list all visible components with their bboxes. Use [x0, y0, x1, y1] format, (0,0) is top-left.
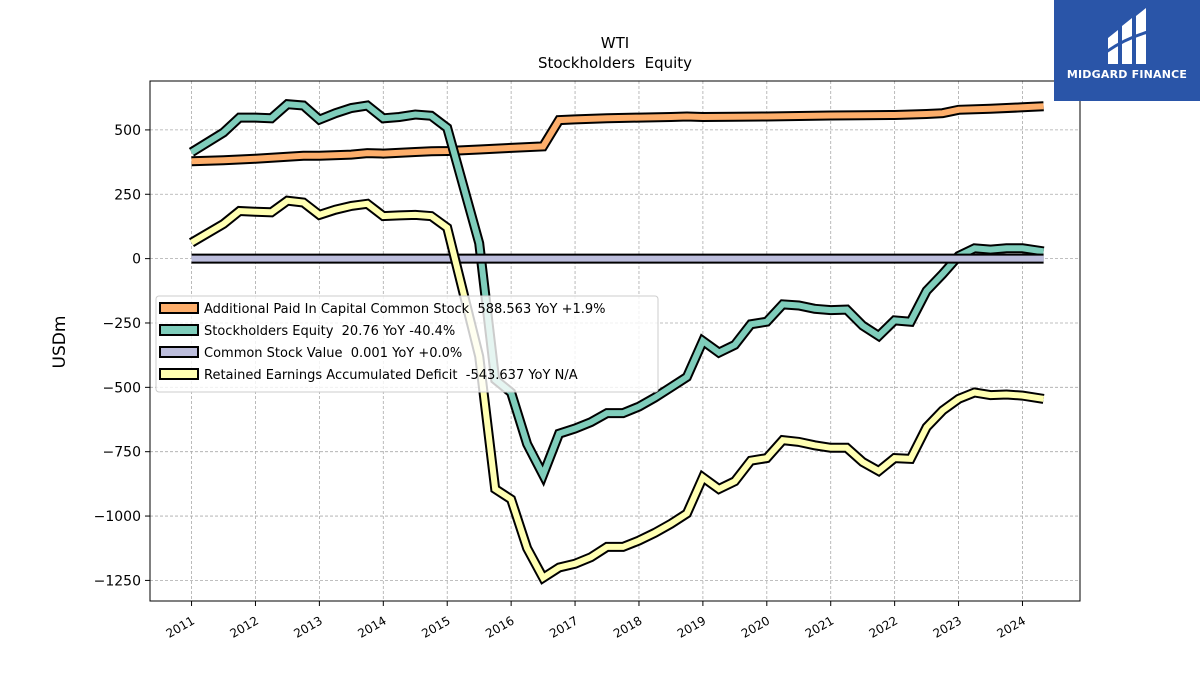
legend-box: [155, 295, 659, 393]
y-axis: 500 250 0 −250 −500 −750 −1000 −1250: [94, 123, 150, 589]
x-tick-label: 2023: [931, 613, 964, 640]
legend-entry-label: Common Stock Value 0.001 YoY +0.0%: [204, 346, 462, 361]
legend-entry-label: Stockholders Equity 20.76 YoY -40.4%: [204, 324, 455, 339]
x-tick-label: 2012: [228, 613, 261, 640]
legend-entry-label: Additional Paid In Capital Common Stock …: [204, 302, 606, 317]
x-tick-label: 2011: [164, 613, 197, 640]
series-group: [188, 99, 1045, 585]
brand-logo: MIDGARD FINANCE: [1054, 0, 1200, 101]
legend-swatch: [159, 368, 199, 380]
retained-earnings-accumulated-deficit-line: [189, 197, 1045, 583]
y-tick-label: −500: [103, 380, 141, 396]
x-tick-label: 2022: [867, 613, 900, 640]
x-tick-label: 2019: [675, 613, 708, 640]
brand-name: MIDGARD FINANCE: [1066, 68, 1188, 81]
stockholders-equity-line: [189, 101, 1045, 483]
midgard-logo-icon: [1105, 8, 1149, 64]
legend: Additional Paid In Capital Common Stock …: [155, 295, 659, 393]
x-tick-label: 2013: [291, 613, 324, 640]
x-tick-label: 2024: [995, 613, 1028, 640]
legend-swatch: [159, 302, 199, 314]
y-tick-label: −1000: [94, 509, 141, 525]
legend-swatch: [159, 324, 199, 336]
x-tick-label: 2018: [611, 613, 644, 640]
y-tick-label: 500: [114, 123, 141, 139]
y-axis-label: USDm: [50, 316, 70, 369]
legend-swatch: [159, 346, 199, 358]
x-tick-label: 2020: [739, 613, 772, 640]
x-tick-label: 2016: [483, 613, 516, 640]
plot-area-frame: [149, 80, 1081, 602]
y-tick-label: −750: [103, 445, 141, 461]
y-tick-label: −250: [103, 316, 141, 332]
legend-entry-label: Retained Earnings Accumulated Deficit -5…: [204, 368, 578, 383]
chart-subtitle: Stockholders Equity: [538, 54, 692, 72]
x-axis: 2011 2012 2013 2014 2015 2016 2017 2018 2019 2020…: [164, 601, 1028, 641]
y-tick-label: 0: [132, 252, 141, 268]
x-tick-label: 2017: [547, 613, 580, 640]
y-tick-label: −1250: [94, 573, 141, 589]
y-tick-label: 250: [114, 187, 141, 203]
x-tick-label: 2014: [355, 613, 388, 640]
additional-paid-in-capital-common-stock-line: [191, 103, 1044, 165]
chart-title: WTI: [601, 34, 629, 52]
x-tick-label: 2021: [803, 613, 836, 640]
x-tick-label: 2015: [419, 613, 452, 640]
